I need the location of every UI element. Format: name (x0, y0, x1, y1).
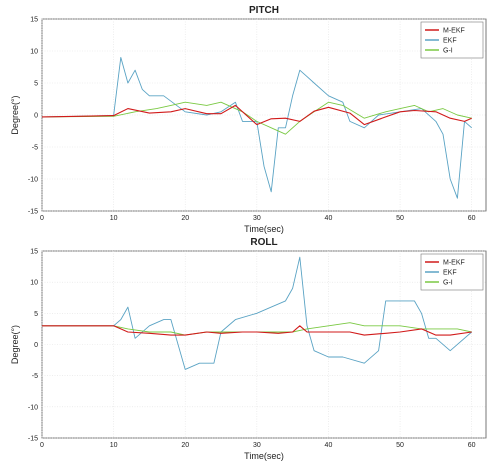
y-tick-label: 10 (30, 280, 38, 287)
legend-label-g-i: G-I (443, 48, 453, 55)
plot-area (41, 250, 487, 439)
chart-title: ROLL (250, 237, 277, 248)
x-tick-label: 10 (110, 442, 118, 449)
x-tick-label: 50 (396, 442, 404, 449)
legend-label-g-i: G-I (443, 280, 453, 287)
y-tick-label: -15 (28, 209, 38, 216)
series-ekf (42, 256, 472, 370)
y-tick-label: 10 (30, 49, 38, 56)
y-tick-label: -5 (32, 373, 38, 380)
x-tick-label: 60 (468, 442, 476, 449)
legend-label-m-ekf: M-EKF (443, 260, 465, 267)
legend-label-ekf: EKF (443, 38, 457, 45)
x-tick-label: 60 (468, 215, 476, 222)
x-tick-label: 40 (325, 442, 333, 449)
y-tick-label: 0 (34, 113, 38, 120)
x-tick-label: 20 (181, 442, 189, 449)
y-axis-label: Degree(°) (10, 95, 20, 134)
y-tick-label: -5 (32, 145, 38, 152)
y-axis-label: Degree(°) (10, 325, 20, 364)
x-tick-label: 50 (396, 215, 404, 222)
legend-label-ekf: EKF (443, 270, 457, 277)
chart-title: PITCH (249, 5, 279, 16)
x-tick-label: 0 (40, 215, 44, 222)
x-tick-label: 20 (181, 215, 189, 222)
y-tick-label: 15 (30, 249, 38, 256)
series-g-i (42, 101, 472, 135)
legend-box (420, 21, 484, 59)
series-m-ekf (42, 325, 472, 336)
y-tick-label: -10 (28, 404, 38, 411)
x-tick-label: 30 (253, 442, 261, 449)
y-tick-label: -15 (28, 436, 38, 443)
plot-area (41, 18, 487, 212)
x-tick-label: 10 (110, 215, 118, 222)
chart-panel-roll: ROLL 0 10 20 30 40 50 60 -15 -10 -5 0 5 10 15 Time(sec)… (10, 237, 487, 461)
x-tick-label: 0 (40, 442, 44, 449)
y-tick-label: 5 (34, 81, 38, 88)
legend-box (420, 253, 484, 291)
x-tick-label: 30 (253, 215, 261, 222)
y-tick-label: 15 (30, 17, 38, 24)
y-tick-label: 5 (34, 311, 38, 318)
x-axis-label: Time(sec) (244, 451, 284, 461)
series-g-i (42, 322, 472, 336)
chart-panel-pitch: PITCH 0 10 20 30 40 50 60 -15 -10 -5 0 5 10 15 Time(sec… (10, 5, 487, 234)
series-m-ekf (42, 104, 472, 126)
x-tick-label: 40 (325, 215, 333, 222)
legend-label-m-ekf: M-EKF (443, 28, 465, 35)
y-tick-label: -10 (28, 177, 38, 184)
y-tick-label: 0 (34, 342, 38, 349)
x-axis-label: Time(sec) (244, 224, 284, 234)
